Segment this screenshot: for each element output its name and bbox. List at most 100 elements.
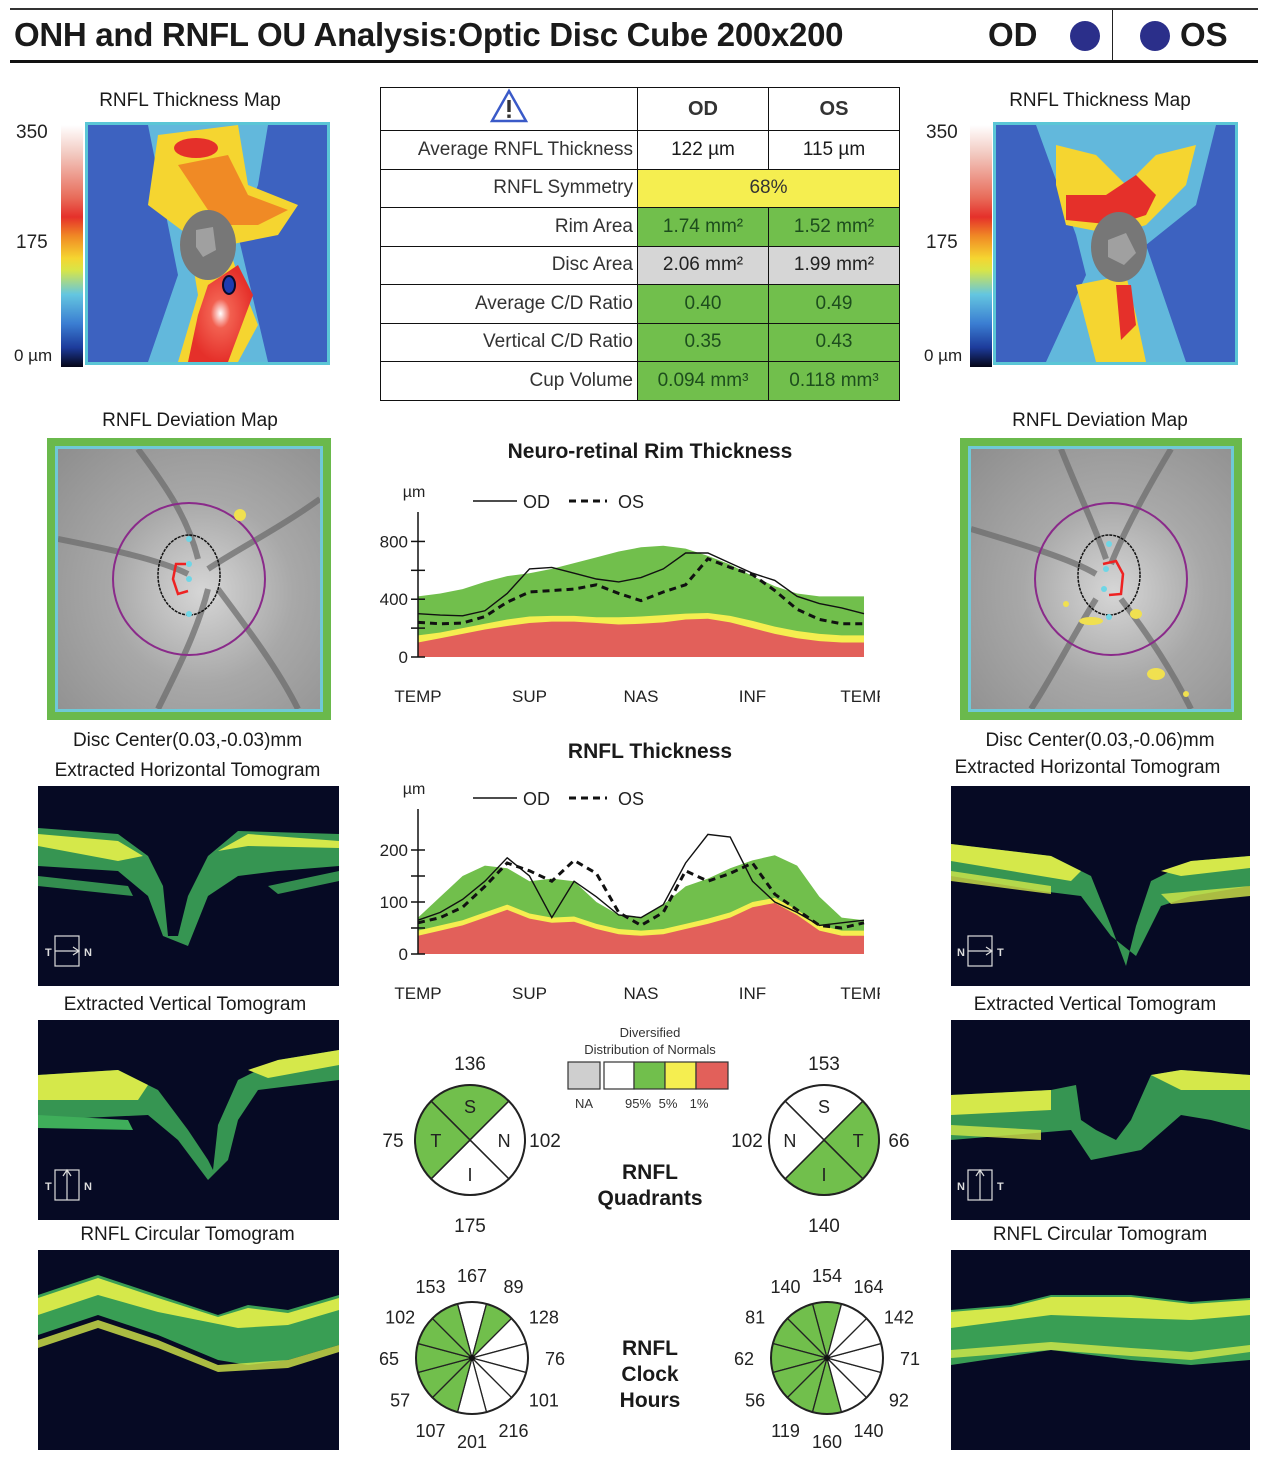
y-axis-unit: µm <box>403 781 426 798</box>
od-value: 0.35 <box>637 322 769 362</box>
od-horizontal-tomogram: T N <box>38 786 339 986</box>
table-row: Cup Volume 0.094 mm³ 0.118 mm³ <box>380 361 900 401</box>
quadrant-label: T <box>430 1131 441 1151</box>
x-tick-label: SUP <box>512 687 547 706</box>
os-disc-center: Disc Center(0.03,-0.06)mm <box>985 730 1215 751</box>
legend-1: 1% <box>690 1096 709 1111</box>
report-title: ONH and RNFL OU Analysis:Optic Disc Cube… <box>14 16 844 53</box>
y-tick-label: 200 <box>380 841 408 860</box>
clock-hour-value: 216 <box>498 1421 528 1441</box>
os-vertical-orientation-icon: N T <box>957 1168 1004 1201</box>
od-label: OD <box>988 16 1038 53</box>
od-quadrant-chart: S 136 N 102 I 175 T 75 <box>382 1054 560 1237</box>
x-tick-label: TEMP <box>394 984 441 1003</box>
os-horizontal-orientation-icon: N T <box>957 935 1004 967</box>
od-vertical-orientation-icon: T N <box>45 1168 92 1201</box>
header-divider <box>1112 10 1113 60</box>
od-vertical-tomogram: T N <box>38 1020 339 1220</box>
legend-swatch-white <box>603 1061 635 1090</box>
quadrant-label: I <box>821 1165 826 1185</box>
quadrant-value: 66 <box>888 1131 909 1152</box>
x-tick-label: TEMP <box>840 984 880 1003</box>
od-rnfl-deviation-map <box>47 438 331 720</box>
col-od-header: OD <box>637 87 769 131</box>
clock-hour-value: 71 <box>900 1349 920 1369</box>
row-label: Disc Area <box>380 245 638 285</box>
os-label: OS <box>1180 16 1228 53</box>
clock-title-2: Clock <box>621 1363 679 1386</box>
os-value: 1.99 mm² <box>768 245 900 285</box>
clock-hour-value: 76 <box>545 1349 565 1369</box>
os-scale-mid: 175 <box>926 232 958 253</box>
os-value: 0.118 mm³ <box>768 361 900 401</box>
os-scale-min: 0 µm <box>924 346 963 365</box>
row-label: Average C/D Ratio <box>380 284 638 324</box>
od-eye-dot-icon <box>1070 21 1100 51</box>
rnfl-chart-title: RNFL Thickness <box>567 740 733 763</box>
row-label: Rim Area <box>380 207 638 247</box>
quadrant-value: 136 <box>454 1054 486 1075</box>
clock-hour-value: 107 <box>415 1421 445 1441</box>
quadrant-value: 153 <box>808 1054 840 1075</box>
orientation-right: T <box>997 1181 1004 1193</box>
orientation-left: N <box>957 947 965 959</box>
x-tick-label: TEMP <box>840 687 880 706</box>
clock-hour-value: 81 <box>745 1308 765 1328</box>
outside-band-red <box>418 618 864 657</box>
orientation-left: T <box>45 1181 52 1193</box>
table-row: Average C/D Ratio 0.40 0.49 <box>380 284 900 324</box>
y-tick-label: 0 <box>399 945 408 964</box>
clock-outline <box>415 1301 529 1415</box>
orientation-left: T <box>45 947 52 959</box>
os-eye-dot-icon <box>1140 21 1170 51</box>
os-value: 115 µm <box>768 130 900 170</box>
legend-swatch-na <box>567 1061 601 1090</box>
clock-hour-value: 167 <box>457 1266 487 1286</box>
os-value: 0.49 <box>768 284 900 324</box>
row-label: Cup Volume <box>380 361 638 401</box>
warning-cell <box>380 87 638 131</box>
legend-5: 5% <box>659 1096 678 1111</box>
clock-title-3: Hours <box>619 1389 681 1412</box>
os-vertical-tomogram: N T <box>951 1020 1250 1220</box>
series-od-line <box>417 552 865 617</box>
od-scale-min: 0 µm <box>14 346 53 365</box>
x-tick-label: INF <box>739 984 766 1003</box>
series-os-line <box>417 556 864 626</box>
orientation-right: N <box>84 947 92 959</box>
summary-table: OD OS Average RNFL Thickness 122 µm 115 … <box>380 87 900 401</box>
x-tick-label: TEMP <box>394 687 441 706</box>
od-deviation-map-title: RNFL Deviation Map <box>102 410 278 431</box>
legend-swatch-yellow <box>664 1061 697 1090</box>
clock-hours-title: RNFL Clock Hours <box>580 1336 720 1414</box>
row-label: RNFL Symmetry <box>380 168 638 208</box>
od-disc-center: Disc Center(0.03,-0.03)mm <box>72 730 303 751</box>
os-vertical-tomogram-title: Extracted Vertical Tomogram <box>973 994 1217 1015</box>
row-label: Average RNFL Thickness <box>380 130 638 170</box>
table-row: Disc Area 2.06 mm² 1.99 mm² <box>380 245 900 285</box>
quadrant-outline <box>768 1084 880 1196</box>
y-axis-unit: µm <box>403 484 426 501</box>
clock-hour-value: 153 <box>415 1277 445 1297</box>
quadrant-outline <box>414 1084 526 1196</box>
os-horizontal-tomogram-title: Extracted Horizontal Tomogram <box>954 757 1221 778</box>
os-deviation-map-title: RNFL Deviation Map <box>1012 410 1188 431</box>
quadrant-label: S <box>464 1097 476 1117</box>
od-value: 0.40 <box>637 284 769 324</box>
clock-hour-value: 57 <box>390 1391 410 1411</box>
os-horizontal-tomogram: N T <box>951 786 1250 986</box>
outside-band-red <box>418 903 864 954</box>
clock-hour-value: 65 <box>379 1349 399 1369</box>
table-header-row: OD OS <box>380 87 900 131</box>
od-horizontal-orientation-icon: T N <box>45 935 92 967</box>
os-thickness-map-title: RNFL Thickness Map <box>1009 90 1191 111</box>
quadrant-value: 75 <box>382 1131 403 1152</box>
os-value: 1.52 mm² <box>768 207 900 247</box>
x-tick-label: NAS <box>624 984 659 1003</box>
quadrant-label: N <box>498 1131 511 1151</box>
clock-hour-value: 140 <box>853 1421 883 1441</box>
os-circular-tomogram <box>951 1250 1250 1450</box>
od-vertical-tomogram-title: Extracted Vertical Tomogram <box>63 994 307 1015</box>
